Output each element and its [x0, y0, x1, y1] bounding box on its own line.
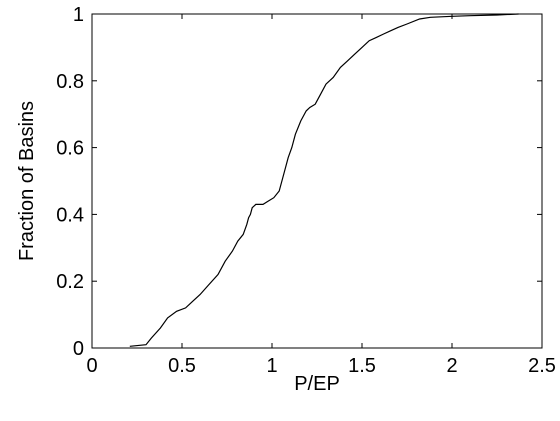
x-tick-label: 0.5: [168, 355, 196, 377]
y-tick-label: 0: [73, 338, 84, 360]
x-tick-label: 1: [266, 355, 277, 377]
x-tick-label: 2.5: [528, 355, 556, 377]
x-tick-label: 1.5: [348, 355, 376, 377]
y-tick-label: 0.6: [56, 138, 84, 160]
cdf-series-line: [129, 13, 519, 347]
y-tick-label: 1: [73, 4, 84, 26]
y-axis-label: Fraction of Basins: [16, 101, 38, 261]
x-tick-label: 0: [86, 355, 97, 377]
x-axis-label: P/EP: [294, 373, 340, 395]
y-tick-label: 0.2: [56, 271, 84, 293]
y-axis-ticks: 0 0.2 0.4 0.6 0.8 1: [56, 4, 542, 360]
y-tick-label: 0.8: [56, 71, 84, 93]
x-axis-ticks: 0 0.5 1 1.5 2 2.5: [86, 14, 556, 377]
y-tick-label: 0.4: [56, 204, 84, 226]
x-tick-label: 2: [446, 355, 457, 377]
plot-frame: [91, 13, 543, 349]
